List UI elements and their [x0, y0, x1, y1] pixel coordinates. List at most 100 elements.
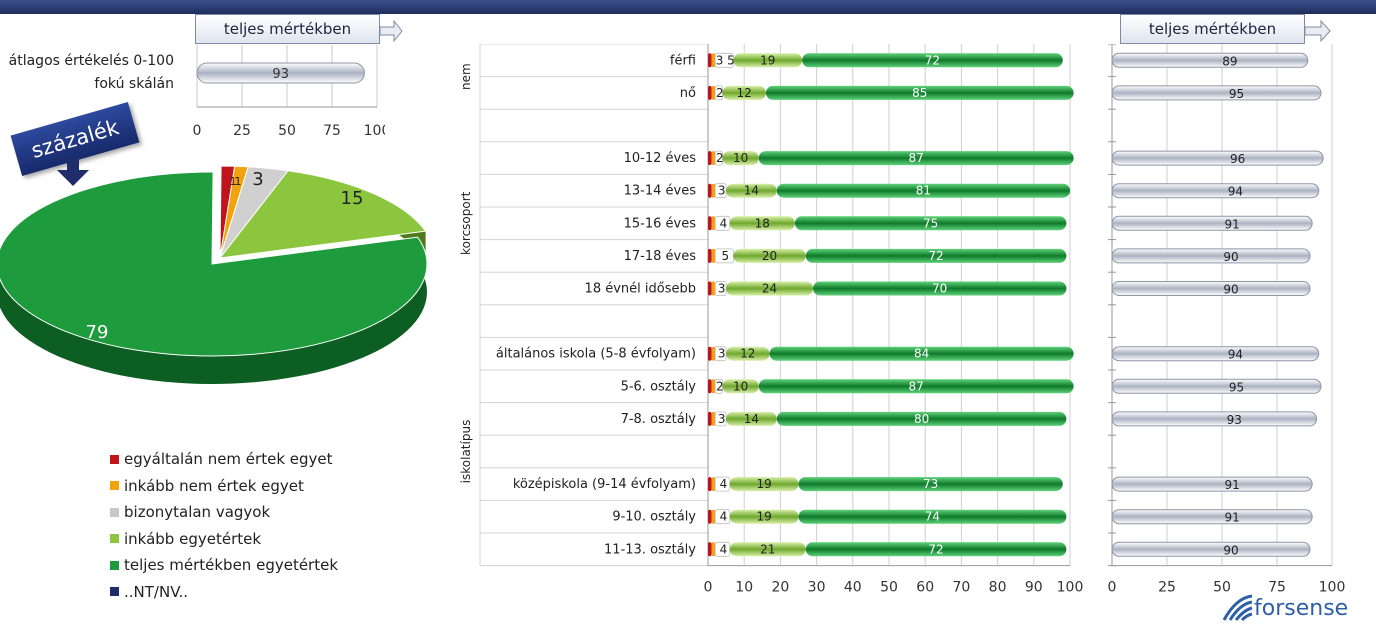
- segment-data-label: 87: [909, 151, 924, 165]
- stack-segment: [726, 346, 770, 361]
- stack-segment: [711, 183, 716, 198]
- stack-segment: [802, 53, 1063, 68]
- legend-label: egyáltalán nem értek egyet: [124, 450, 333, 469]
- group-label: korcsoport: [459, 191, 473, 255]
- stack-segment: [726, 281, 813, 296]
- header-button-left-label: teljes mértékben: [223, 20, 352, 38]
- segment-data-label: 3 5: [716, 53, 735, 67]
- stack-segment: [714, 52, 734, 68]
- x-tick-label: 25: [1158, 580, 1176, 596]
- stacked-distribution-chart: 0 10 20 30 40 50 60 70 80 90 100 nem korcsoport iskol…: [459, 44, 1083, 596]
- stack-segment: [722, 151, 759, 166]
- stack-segment: [714, 509, 731, 525]
- arrow-down-icon: [57, 158, 89, 186]
- legend-label: teljes mértékben egyetértek: [124, 556, 339, 575]
- average-bar: [1111, 183, 1320, 199]
- segment-data-label: 73: [923, 477, 938, 491]
- x-tick-label: 0: [704, 580, 713, 596]
- average-bar-label: 94: [1228, 185, 1243, 199]
- stack-segment: [733, 53, 803, 68]
- segment-data-label: 24: [762, 282, 777, 296]
- legend-item: inkább nem értek egyet: [110, 473, 338, 500]
- average-bar-label: 91: [1224, 511, 1239, 525]
- x-tick-label: 60: [916, 580, 934, 596]
- x-tick-label: 10: [735, 580, 753, 596]
- x-tick-label: 20: [771, 580, 789, 596]
- brand-logo: forsense: [1222, 594, 1348, 622]
- average-bar: [1111, 248, 1311, 264]
- stack-segment: [776, 183, 1070, 198]
- stack-segment: [776, 411, 1067, 426]
- average-bar: [1111, 85, 1322, 101]
- legend-item: inkább egyetértek: [110, 526, 338, 553]
- legend-label: inkább egyetértek: [124, 529, 262, 548]
- stack-segment: [714, 346, 727, 362]
- stack-segment: [714, 85, 723, 101]
- average-bar-label: 96: [1230, 152, 1245, 166]
- average-bar-label: 91: [1224, 478, 1239, 492]
- stack-segment: [765, 85, 1074, 100]
- segment-data-label: 3: [718, 412, 726, 426]
- stack-segment: [726, 411, 777, 426]
- stack-segment: [729, 509, 799, 524]
- stack-segment: [714, 476, 731, 492]
- group-label: iskolatípus: [459, 420, 473, 484]
- overall-average-chart: 0 25 50 75 100 93: [193, 45, 385, 139]
- segment-data-label: 4: [720, 510, 728, 524]
- legend-label: inkább nem értek egyet: [124, 476, 304, 495]
- legend-label: bizonytalan vagyok: [124, 503, 271, 522]
- segment-data-label: 80: [914, 412, 929, 426]
- segment-data-label: 12: [740, 347, 755, 361]
- stack-segment: [714, 411, 727, 427]
- average-bar: [1111, 281, 1311, 296]
- segment-data-label: 2: [716, 151, 724, 165]
- stack-segment: [722, 379, 759, 394]
- average-bar: [1111, 52, 1309, 68]
- group-label: nem: [459, 63, 473, 90]
- average-bar: [196, 62, 365, 84]
- stack-segment: [711, 151, 716, 166]
- segment-data-label: 12: [737, 86, 752, 100]
- stack-segment: [714, 183, 727, 199]
- stack-segment: [711, 477, 716, 492]
- stack-segment: [714, 248, 734, 264]
- segment-data-label: 10: [733, 379, 748, 393]
- legend-item: teljes mértékben egyetértek: [110, 552, 338, 579]
- segment-data-label: 85: [912, 86, 927, 100]
- header-button-right[interactable]: teljes mértékben: [1120, 14, 1305, 44]
- stack-segment: [758, 379, 1074, 394]
- category-label: középiskola (9-14 évfolyam): [513, 477, 696, 492]
- segment-data-label: 3: [718, 184, 726, 198]
- category-label: 7-8. osztály: [621, 412, 697, 427]
- header-button-left[interactable]: teljes mértékben: [195, 14, 380, 44]
- average-bar: [1111, 509, 1313, 525]
- segment-data-label: 2: [716, 379, 724, 393]
- category-label: 15-16 éves: [624, 216, 697, 231]
- legend-item: ..NT/NV..: [110, 579, 338, 606]
- stack-segment: [708, 281, 712, 296]
- stack-segment: [798, 477, 1063, 492]
- stack-segment: [708, 85, 712, 100]
- stack-segment: [708, 248, 712, 263]
- legend-swatch: [110, 481, 119, 491]
- category-label: 5-6. osztály: [621, 379, 697, 394]
- stack-segment: [733, 248, 806, 263]
- stack-segment: [708, 346, 712, 361]
- average-bar-label: 93: [1227, 413, 1242, 427]
- stack-segment: [794, 216, 1067, 231]
- x-tick-label: 0: [1108, 580, 1117, 596]
- arrow-right-icon: [379, 19, 403, 43]
- average-bar-label: 90: [1223, 283, 1238, 297]
- top-banner: [0, 0, 1376, 14]
- stack-segment: [708, 477, 712, 492]
- stack-segment: [711, 85, 716, 100]
- category-label: 9-10. osztály: [612, 510, 696, 525]
- average-bar-label: 91: [1224, 217, 1239, 231]
- segment-data-label: 87: [909, 379, 924, 393]
- category-label: 11-13. osztály: [604, 542, 696, 557]
- segment-data-label: 70: [932, 282, 947, 296]
- average-bar: [1111, 215, 1313, 231]
- segment-data-label: 74: [925, 510, 940, 524]
- category-label: 18 évnél idősebb: [585, 282, 696, 297]
- average-bar-label: 93: [272, 67, 289, 82]
